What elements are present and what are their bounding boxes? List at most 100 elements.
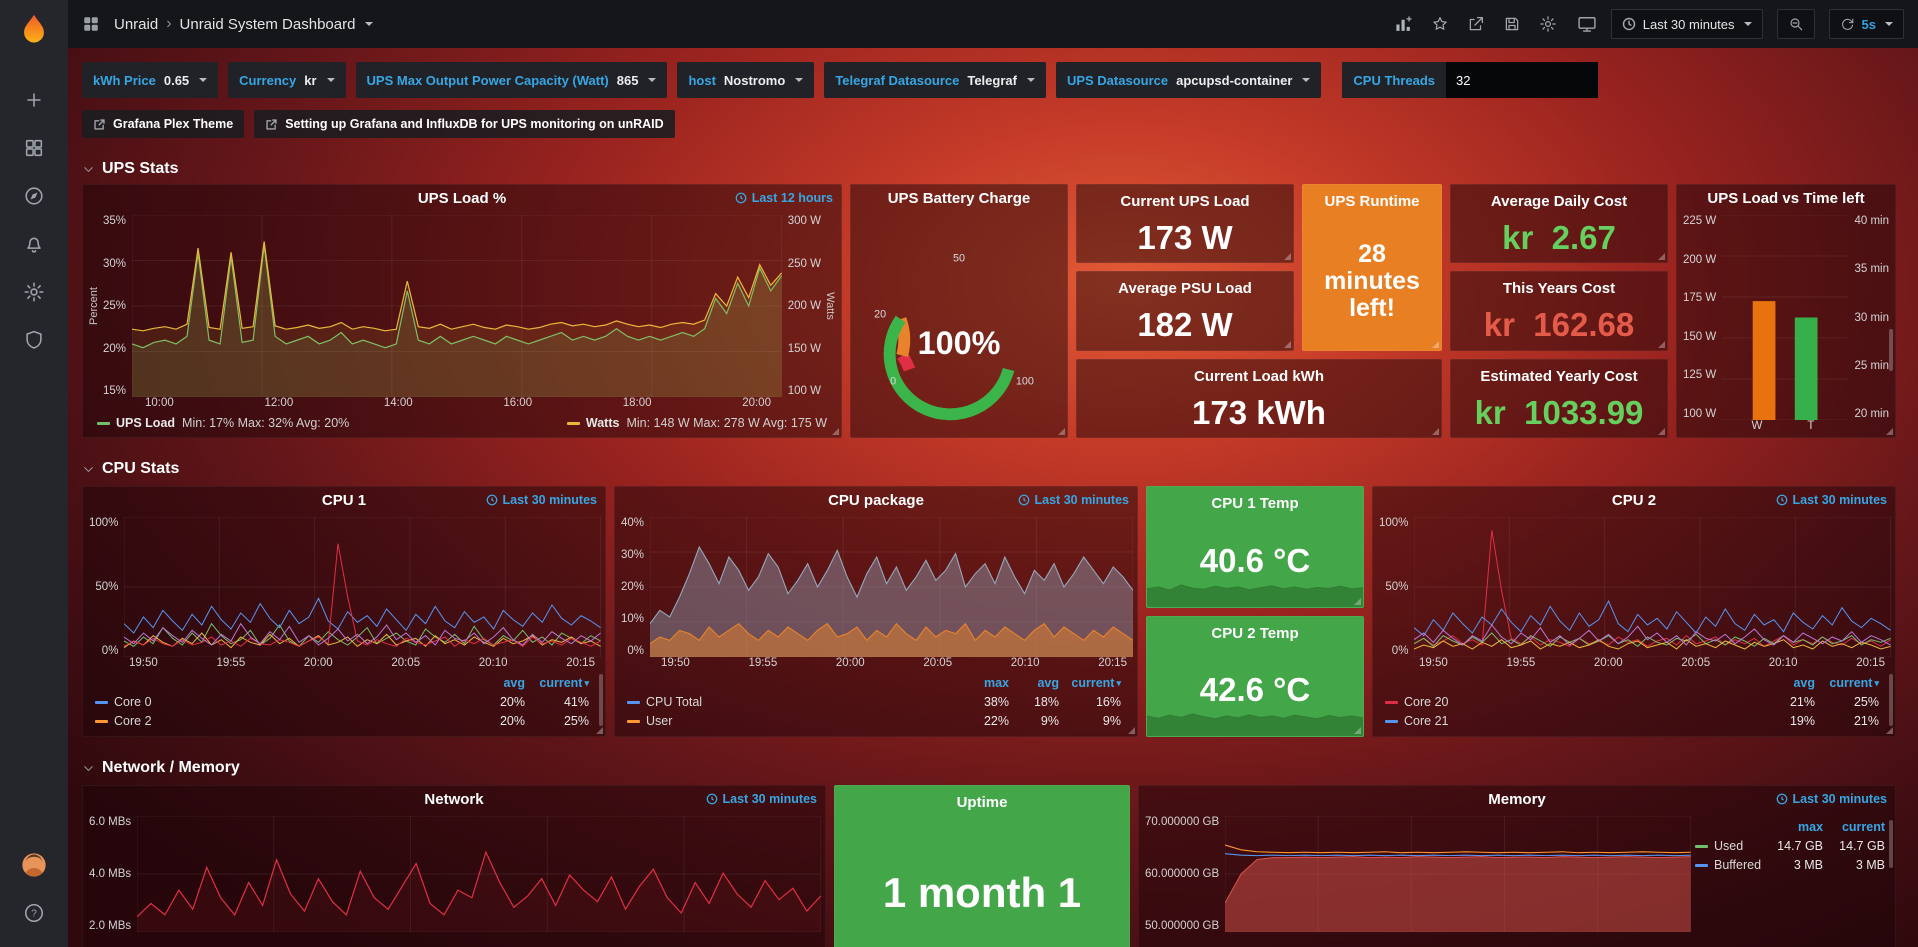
variable-ups-datasource[interactable]: UPS Datasource apcupsd-container [1055,62,1322,98]
variable-value[interactable]: 0.65 [163,72,190,88]
dashboard-settings-button[interactable] [1539,15,1557,33]
cpu-stats-row: CPU 1 Last 30 minutes 100% 50% 0% 19:50 19:… [82,486,1904,737]
sidebar-item-create[interactable] [10,76,58,124]
dashboard-link-setup-guide[interactable]: Setting up Grafana and InfluxDB for UPS … [254,110,675,138]
panel-title[interactable]: CPU 2 [1611,491,1657,509]
legend-header-avg[interactable]: avg [1793,676,1815,690]
panel-title[interactable]: CPU 1 Temp [1211,495,1299,512]
variable-value[interactable]: 865 [616,72,639,88]
sidebar-item-profile[interactable] [10,841,58,889]
variable-value[interactable]: apcupsd-container [1176,72,1293,88]
star-button[interactable] [1431,15,1449,33]
panel-title[interactable]: CPU 1 [321,491,367,509]
memory-chart[interactable] [1225,816,1691,932]
legend-item[interactable]: Core 20 [1385,693,1759,712]
panel-title[interactable]: CPU 2 Temp [1211,624,1299,642]
variable-host[interactable]: host Nostromo [677,62,815,98]
legend-item[interactable]: Watts Min: 148 W Max: 278 W Avg: 175 W [566,416,827,430]
sidebar-item-dashboards[interactable] [10,124,58,172]
variable-telegraf-datasource[interactable]: Telegraf Datasource Telegraf [824,62,1046,98]
cpu1-chart[interactable] [124,517,601,657]
scrollbar-thumb[interactable] [1889,674,1893,726]
panel-title[interactable]: This Years Cost [1502,280,1616,298]
row-header-ups-stats[interactable]: UPS Stats [82,160,1904,178]
legend-marker [97,421,110,425]
sidebar-item-explore[interactable] [10,172,58,220]
legend-value: 14.7 GB [1839,839,1886,853]
cpu-package-chart[interactable] [650,517,1133,657]
breadcrumb-dashboard-title[interactable]: Unraid System Dashboard [179,15,356,33]
save-dashboard-button[interactable] [1503,15,1521,33]
tick-label: 18:00 [622,397,652,409]
cpu2-chart[interactable] [1414,517,1891,657]
legend-item[interactable]: Core 2 [95,712,469,731]
legend-header-current[interactable]: current ▾ [525,674,589,693]
zoom-out-time-button[interactable] [1776,9,1815,39]
refresh-interval-label[interactable]: 5s [1861,16,1876,32]
panel-title[interactable]: Average Daily Cost [1490,193,1628,210]
legend-header-avg[interactable]: avg [1037,676,1059,690]
kiosk-mode-button[interactable] [1577,14,1597,34]
panel-title[interactable]: UPS Load vs Time left [1707,189,1865,207]
sidebar-item-alerting[interactable] [10,220,58,268]
legend-value: 3 MB [1793,858,1824,872]
panel-title[interactable]: CPU package [828,491,924,509]
time-range-picker[interactable]: Last 30 minutes [1610,9,1763,39]
panel-title[interactable]: Uptime [956,794,1008,811]
legend-item[interactable]: Core 0 [95,693,469,712]
grafana-logo[interactable] [13,8,55,50]
apps-grid-icon[interactable] [82,15,100,33]
variable-value[interactable]: Telegraf [967,72,1017,88]
legend-item[interactable]: CPU Total [627,693,959,712]
section-title: CPU Stats [102,460,180,477]
dashboard-link-plex-theme[interactable]: Grafana Plex Theme [82,110,245,138]
caret-down-icon[interactable] [365,22,374,26]
ups-bar-chart[interactable] [1722,215,1848,420]
panel-title[interactable]: UPS Load % [417,189,507,207]
legend-header-max[interactable]: max [983,676,1009,690]
legend-value: 25% [1853,695,1879,709]
legend-item[interactable]: User [627,712,959,731]
panel-title[interactable]: Memory [1488,790,1546,808]
legend-header-current[interactable]: current [1841,820,1886,834]
sidebar-item-configuration[interactable] [10,268,58,316]
legend-item[interactable]: Used [1695,837,1761,856]
legend-item[interactable]: Core 21 [1385,712,1759,731]
panel-title[interactable]: Average PSU Load [1118,280,1252,298]
breadcrumb-folder[interactable]: Unraid [114,15,159,33]
variable-value[interactable]: kr [304,72,317,88]
sidebar-item-server-admin[interactable] [10,316,58,364]
legend-item[interactable]: Buffered [1695,856,1761,875]
scrollbar-thumb[interactable] [1889,820,1893,868]
clock-icon [1622,17,1636,31]
cpu-threads-input[interactable] [1446,62,1599,98]
legend-header-max[interactable]: max [1798,820,1824,834]
shield-icon [26,330,42,349]
variable-kwh-price[interactable]: kWh Price 0.65 [82,62,219,98]
panel-title[interactable]: UPS Runtime [1324,193,1420,210]
panel-title[interactable]: Current Load kWh [1194,367,1324,385]
variable-currency[interactable]: Currency kr [228,62,346,98]
legend-header-current[interactable]: current ▾ [1059,674,1121,693]
scrollbar-thumb[interactable] [1889,329,1893,371]
add-panel-button[interactable] [1394,15,1413,34]
row-header-network-memory[interactable]: Network / Memory [82,759,1904,777]
row-header-cpu-stats[interactable]: CPU Stats [82,460,1904,478]
legend-header-current[interactable]: current ▾ [1815,674,1879,693]
share-button[interactable] [1467,15,1485,33]
legend-item[interactable]: UPS Load Min: 17% Max: 32% Avg: 20% [97,416,349,430]
panel-title[interactable]: Network [424,790,484,808]
variable-value[interactable]: Nostromo [723,72,786,88]
ups-load-chart[interactable] [132,215,782,397]
legend-header-avg[interactable]: avg [503,676,525,690]
scrollbar-thumb[interactable] [599,674,603,726]
tick-label: 50.000000 GB [1145,920,1220,932]
sidebar-item-help[interactable]: ? [10,889,58,937]
variable-ups-max-output[interactable]: UPS Max Output Power Capacity (Watt) 865 [355,62,668,98]
panel-title[interactable]: Current UPS Load [1120,193,1250,210]
refresh-button[interactable]: 5s [1828,9,1904,39]
legend-value: 38% [983,695,1009,709]
network-chart[interactable] [137,816,821,932]
panel-title[interactable]: Estimated Yearly Cost [1480,367,1638,385]
panel-title[interactable]: UPS Battery Charge [887,189,1031,207]
